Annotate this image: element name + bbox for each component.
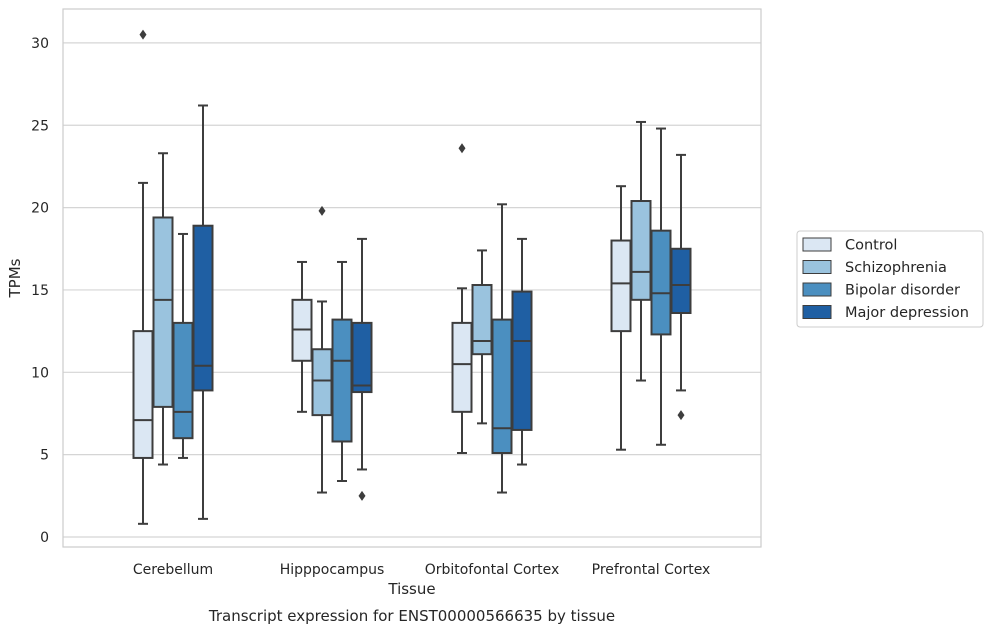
legend-label: Control [845,238,897,254]
legend-label: Schizophrenia [845,260,947,276]
chart-caption: Transcript expression for ENST0000056663… [208,607,615,625]
box-group [291,205,373,501]
box [471,284,493,356]
box [630,200,652,301]
legend-label: Major depression [845,305,969,321]
legend-swatch [802,305,832,319]
box [670,247,692,315]
box-groups [132,29,692,525]
y-axis: 0 5 10 15 20 25 30 [31,36,49,546]
legend-swatch [802,237,832,252]
legend-label: Bipolar disorder [845,283,960,299]
box-group [610,120,692,451]
outlier-point [677,410,685,421]
outlier-point [358,490,366,501]
outlier-point [318,205,326,216]
box [351,321,373,394]
legend-swatch [802,282,832,297]
legend-frame [796,230,984,328]
outlier-point [458,143,466,154]
box [451,321,473,413]
y-tick-label: 5 [40,448,49,464]
y-tick-label: 10 [31,365,49,381]
x-tick-label: Cerebellum [133,562,213,578]
box [331,318,353,443]
legend-swatch [802,260,832,274]
box [172,321,194,440]
box [650,229,672,336]
box [610,239,632,333]
y-tick-label: 20 [31,201,49,217]
y-tick-label: 25 [31,118,49,134]
y-tick-label: 0 [40,530,49,546]
box-group [132,29,214,525]
plot-frame [62,8,762,548]
x-tick-label: Hipppocampus [280,562,385,578]
x-axis: Cerebellum Hipppocampus Orbitofontal Corte… [133,562,710,578]
legend: Control Schizophrenia Bipolar disorder Majo… [796,230,984,328]
box [192,224,214,392]
y-axis-label: TPMs [6,258,24,298]
box-group [451,143,533,494]
x-tick-label: Prefrontal Cortex [592,562,711,578]
box [491,318,513,455]
box [152,216,174,408]
y-tick-label: 30 [31,36,49,52]
x-tick-label: Orbitofontal Cortex [425,562,560,578]
outlier-point [139,29,147,40]
x-axis-label: Tissue [387,580,435,598]
box [132,330,154,459]
y-tick-label: 15 [31,283,49,299]
box [511,290,533,431]
box [311,348,333,417]
